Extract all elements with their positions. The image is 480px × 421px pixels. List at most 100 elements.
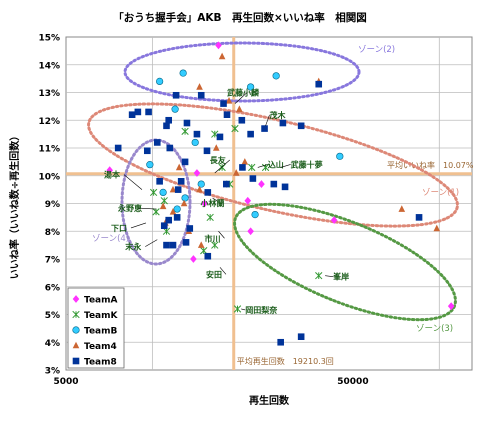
data-point — [261, 125, 268, 132]
y-axis-label: いいね率（いいね数÷再生回数） — [8, 131, 21, 279]
data-point — [190, 255, 197, 263]
data-point — [204, 189, 212, 196]
data-point — [163, 122, 170, 130]
annotation-label: 茂木 — [270, 110, 287, 120]
legend-marker — [72, 295, 80, 303]
series-teamb — [146, 69, 344, 219]
y-tick-label: 3% — [45, 367, 60, 377]
annotation-label: 峯岸 — [333, 272, 349, 282]
reference-lines: 平均いいね率 10.07% 平均再生回数 19210.3回 — [66, 37, 474, 370]
data-point — [247, 83, 255, 91]
data-point — [277, 338, 284, 346]
data-point — [174, 186, 182, 193]
data-point — [171, 105, 179, 113]
data-point — [106, 166, 113, 175]
data-point — [169, 185, 177, 193]
annotation-leader — [130, 222, 147, 229]
data-point — [220, 100, 227, 107]
data-point — [244, 196, 252, 205]
data-point — [152, 208, 160, 216]
data-point — [203, 147, 211, 155]
data-point — [258, 180, 265, 188]
data-point — [231, 124, 239, 133]
annotation-label: 武藤小麟 — [227, 88, 259, 98]
data-point — [297, 333, 305, 340]
y-tick-label: 15% — [38, 34, 60, 44]
grid-lines — [66, 37, 472, 370]
data-point — [249, 175, 257, 182]
annotation-leader — [219, 267, 227, 275]
data-point — [196, 185, 203, 193]
data-point — [193, 169, 201, 177]
data-point — [204, 252, 212, 260]
x-axis-label: 再生回数 — [249, 394, 290, 407]
data-point — [193, 130, 201, 138]
data-point — [197, 91, 205, 99]
data-point — [247, 130, 254, 138]
data-point — [180, 199, 188, 207]
data-point — [212, 144, 220, 151]
data-point — [169, 208, 177, 215]
data-point — [211, 241, 219, 249]
data-point — [162, 227, 171, 235]
data-point — [179, 69, 187, 77]
legend-marker — [72, 341, 80, 349]
legend-marker — [72, 326, 80, 334]
data-point — [156, 77, 164, 85]
data-point — [163, 241, 170, 249]
y-tick-label: 8% — [45, 228, 60, 238]
data-point — [315, 80, 323, 88]
data-point — [241, 158, 249, 165]
annotation-label: 小林蘭 — [199, 198, 224, 208]
data-point — [297, 122, 305, 130]
avg-like-rate-label: 平均いいね率 10.07% — [387, 160, 474, 170]
annotation-label: 安田 — [206, 269, 222, 279]
data-point — [236, 105, 243, 112]
data-point — [114, 144, 122, 152]
annotation-leader — [123, 174, 143, 190]
y-tick-labels: 3% 4% 5% 6% 7% 8% 9% 10% 11% 12% 13% 14% 15% — [38, 34, 60, 377]
annotation-label: 込山 — [268, 159, 284, 169]
data-point — [216, 133, 224, 141]
data-point — [232, 169, 240, 176]
data-point — [398, 205, 406, 212]
y-tick-label: 13% — [38, 89, 60, 99]
y-tick-label: 5% — [45, 311, 60, 321]
data-point — [415, 214, 423, 221]
legend-marker — [72, 310, 80, 319]
data-point — [183, 119, 191, 127]
data-point — [330, 216, 338, 225]
data-point — [153, 139, 161, 146]
data-point — [239, 164, 246, 171]
data-point — [197, 241, 205, 248]
data-point — [336, 152, 344, 160]
data-point — [173, 214, 181, 221]
data-point — [181, 158, 189, 166]
y-tick-label: 14% — [38, 61, 60, 71]
y-tick-label: 9% — [45, 200, 60, 210]
legend-label: TeamA — [84, 296, 117, 306]
data-point — [149, 188, 158, 197]
data-point — [223, 111, 231, 118]
data-point — [233, 305, 242, 313]
annotation-leader — [280, 164, 291, 168]
data-point — [181, 127, 189, 136]
y-tick-label: 11% — [38, 145, 60, 155]
data-point — [165, 216, 173, 224]
chart-title: 「おうち握手会」AKB 再生回数×いいね率 相関図 — [113, 11, 367, 24]
data-point — [160, 222, 168, 229]
data-point — [159, 188, 167, 196]
annotation-label: 市川 — [204, 233, 220, 243]
legend-label: TeamB — [84, 327, 117, 337]
data-point — [146, 161, 154, 169]
data-point — [225, 97, 233, 104]
legend-label: Team8 — [84, 358, 117, 368]
annotation-label: 末永 — [125, 242, 141, 252]
data-point — [145, 108, 152, 116]
annotation-leader — [218, 231, 225, 239]
data-point — [247, 227, 254, 236]
y-tick-label: 12% — [38, 117, 60, 127]
y-tick-label: 7% — [45, 256, 60, 266]
annotation-leader — [241, 308, 246, 311]
